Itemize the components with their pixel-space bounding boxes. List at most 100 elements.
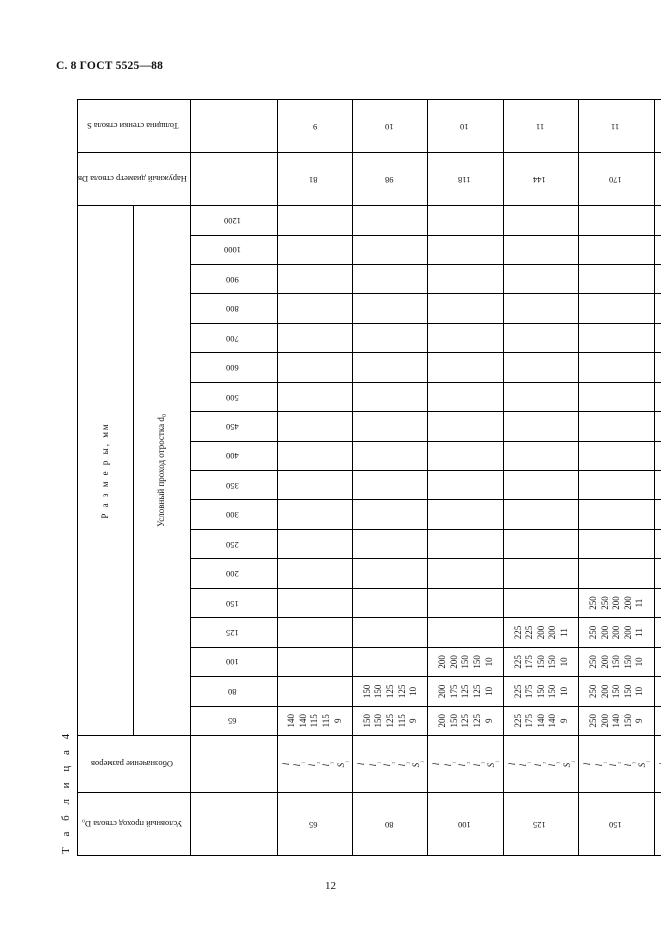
cell-d0-80-branch-250 [352, 529, 428, 559]
branch-size-label: 200 [225, 569, 239, 580]
cell-d0-125-branch-1200 [503, 205, 579, 236]
cell-d0-200-branch-500 [654, 382, 661, 412]
table-row: 200ll₁l₂l₃S₁3002251402009300225150200103… [654, 99, 661, 856]
header-wall-thickness: Толщина стенки ствола S [77, 99, 191, 153]
branch-size-label: 450 [225, 422, 239, 432]
cell-value: l₂ [532, 761, 546, 767]
cell-value: 200 [535, 625, 546, 640]
cell-d0-150-branch-350 [578, 470, 655, 500]
cell-d0-150-branch-100: 250 200 150 150 10 [578, 647, 655, 677]
branch-size-label: 600 [225, 363, 239, 374]
cell-value: 11 [634, 598, 645, 608]
branch-size-label: 1000 [223, 245, 241, 256]
cell-d0-65-branch-700 [277, 323, 353, 353]
cell-value: l [506, 762, 517, 766]
value-stack: 200 150 125 125 9 [434, 707, 497, 735]
cell-d0-80-branch-900 [352, 264, 428, 294]
value-stack: 250 200 140 150 9 [585, 707, 648, 735]
cell-value: 175 [524, 684, 535, 699]
cell-d0-150-branch-900 [578, 264, 655, 294]
cell-value: 125 [471, 684, 482, 699]
cell-d0-200-branch-800 [654, 293, 661, 324]
row-outer-diameter: 170 [578, 152, 655, 206]
cell-value: l₁ [518, 761, 532, 767]
cell-d0-80-branch-500 [352, 382, 428, 412]
dimensions-table: Условный проход ствола D₀ Обозначение ра… [77, 99, 661, 856]
cell-value: 140 [286, 714, 297, 728]
cell-value: 200 [622, 596, 633, 610]
cell-value: 200 [599, 684, 610, 699]
cell-d0-125-branch-450 [503, 411, 579, 442]
header-branch-size-700: 700 [190, 323, 278, 353]
cell-value: 225 [512, 625, 523, 640]
value-stack: 225 175 150 150 10 [510, 677, 573, 705]
cell-d0-80-branch-1000 [352, 235, 428, 265]
cell-d0-200-branch-700 [654, 323, 661, 353]
cell-value: 200 [599, 655, 610, 669]
cell-d0-65-branch-1000 [277, 235, 353, 265]
cell-value: 200 [611, 625, 622, 640]
row-nominal-bore-barrel: 150 [578, 792, 655, 856]
cell-d0-125-branch-200 [503, 558, 579, 589]
cell-d0-100-branch-450 [427, 411, 504, 442]
cell-d0-65-branch-400 [277, 441, 353, 471]
cell-d0-150-branch-200 [578, 558, 655, 589]
cell-d0-125-branch-700 [503, 323, 579, 353]
cell-value: 10 [558, 657, 569, 667]
header-branch-size-1200: 1200 [190, 205, 278, 236]
cell-d0-80-branch-700 [352, 323, 428, 353]
cell-d0-150-branch-80: 250 200 150 150 10 [578, 676, 655, 707]
cell-d0-100-branch-400 [427, 441, 504, 471]
branch-size-label: 100 [225, 657, 239, 668]
cell-d0-125-branch-300 [503, 500, 579, 530]
value-stack: 150 150 125 125 10 [359, 677, 422, 705]
row-d0-label: 100 [457, 819, 471, 830]
cell-d0-65-branch-450 [277, 411, 353, 442]
cell-value: S₁ [410, 760, 424, 768]
cell-d0-80-branch-300 [352, 500, 428, 530]
cell-d0-150-branch-400 [578, 441, 655, 471]
outer-diameter-value: 144 [533, 174, 547, 185]
rotated-table-inner: Т а б л и ц а 4 Условный проход ствола D… [60, 96, 661, 856]
branch-size-label: 250 [225, 539, 239, 550]
cell-value: 200 [437, 714, 448, 728]
table-row: 100 l l₁ l₂ l₃ S₁ 200 150 125 125 9 200 175 125 125 10 2… [427, 99, 504, 856]
row-nominal-bore-barrel: 200 [654, 792, 661, 856]
cell-value: S₁ [561, 760, 575, 768]
row-nominal-bore-barrel: 125 [503, 792, 579, 856]
header-designation: Обозначение размеров [77, 735, 191, 793]
value-stack: 225 225 200 200 11 [510, 618, 573, 646]
header-row-top: Условный проход ствола D₀ Обозначение ра… [77, 99, 191, 856]
cell-d0-65-branch-100 [277, 647, 353, 677]
cell-value: 150 [361, 684, 372, 699]
cell-d0-125-branch-350 [503, 470, 579, 500]
header-spacer-designation [190, 735, 278, 793]
header-branch-size-80: 80 [190, 676, 278, 707]
cell-d0-100-branch-125 [427, 617, 504, 648]
cell-value: l₂ [457, 761, 471, 767]
cell-value: 250 [587, 714, 598, 728]
cell-value: l₃ [321, 761, 334, 767]
cell-d0-125-branch-100: 225 175 150 150 10 [503, 647, 579, 677]
cell-value: 125 [384, 684, 395, 699]
outer-diameter-value: 118 [458, 174, 471, 185]
value-stack: 200 175 125 125 10 [434, 677, 497, 705]
cell-d0-80-branch-450 [352, 411, 428, 442]
header-outer-diameter: Наружный диаметр ствола Dв [77, 152, 191, 206]
header-spacer-dv [190, 152, 278, 206]
cell-d0-100-branch-700 [427, 323, 504, 353]
row-wall-thickness: 10 [352, 99, 428, 153]
value-stack: 225 175 150 150 10 [510, 648, 573, 676]
cell-value: 250 [599, 596, 610, 610]
header-branch-size-100: 100 [190, 647, 278, 677]
row-outer-diameter: 98 [352, 152, 428, 206]
cell-d0-125-branch-900 [503, 264, 579, 294]
cell-value: 250 [587, 596, 598, 610]
outer-diameter-value: 81 [309, 174, 318, 185]
cell-value: 150 [373, 684, 384, 699]
